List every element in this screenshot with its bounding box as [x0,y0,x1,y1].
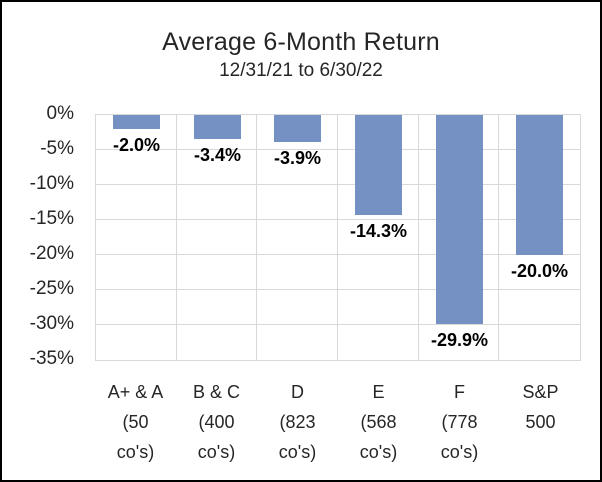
bar [355,115,402,215]
gridline-vertical [418,115,419,360]
gridline-horizontal [96,289,580,290]
x-category-label-line: 500 [525,412,556,432]
plot-area: -2.0% -3.4% -3.9% -14.3% -29.9% -20.0% [95,114,581,361]
x-category-label-line: S&P [522,382,559,402]
x-category-label-line: B & C [192,382,240,402]
y-axis: 0% -5% -10% -15% -20% -25% -30% -35% [8,2,74,480]
chart-subtitle: 12/31/21 to 6/30/22 [219,60,383,81]
x-category-label-line: A+ & A [107,382,164,402]
x-category-label-line: co's) [440,442,479,462]
x-category-label-line: D [291,382,304,402]
bar [194,115,241,139]
x-category-label-line: (568 [360,412,397,432]
gridline-horizontal [96,149,580,150]
x-category-label-line: co's) [116,442,155,462]
gridline-vertical [337,115,338,360]
gridline-vertical [176,115,177,360]
x-category-label-line: E [372,382,385,402]
bar-data-label: -3.4% [193,145,242,165]
chart-title: Average 6-Month Return [162,28,440,56]
x-category-label: S&P 500 [500,377,581,467]
gridline-horizontal [96,184,580,185]
x-category-label: E (568 co's) [338,377,419,467]
gridline-horizontal [96,254,580,255]
x-category-label-line: co's) [278,442,317,462]
bar [274,115,321,142]
x-category-label: A+ & A (50 co's) [95,377,176,467]
x-category-label: B & C (400 co's) [176,377,257,467]
y-tick-label: -30% [29,313,74,334]
y-tick-label: -15% [29,208,74,229]
gridline-horizontal [96,219,580,220]
gridline-vertical [498,115,499,360]
gridline-vertical [256,115,257,360]
bar [516,115,563,255]
bar [436,115,483,324]
x-category-label-line: (778 [441,412,478,432]
y-tick-label: -20% [29,243,74,264]
x-category-label-line: (50 [122,412,149,432]
bar-data-label: -2.0% [112,135,161,155]
bar-data-label: -14.3% [349,221,408,241]
bar-data-label: -20.0% [510,261,569,281]
x-category-label-line: (823 [279,412,316,432]
x-category-label: D (823 co's) [257,377,338,467]
x-category-label-line: F [454,382,465,402]
bar-data-label: -3.9% [273,148,322,168]
y-tick-label: -5% [40,138,74,159]
x-category-label-line: (400 [198,412,235,432]
bar-data-label: -29.9% [430,330,489,350]
y-tick-label: -10% [29,173,74,194]
y-tick-label: -25% [29,278,74,299]
x-category-label-line: co's) [197,442,236,462]
y-tick-label: -35% [29,348,74,369]
bar [113,115,160,129]
x-category-label: F (778 co's) [419,377,500,467]
x-axis: A+ & A (50 co's) B & C (400 co's) D (823 co's) E (… [95,377,581,467]
y-tick-label: 0% [46,103,74,124]
gridline-horizontal [96,324,580,325]
x-category-label-line: co's) [359,442,398,462]
